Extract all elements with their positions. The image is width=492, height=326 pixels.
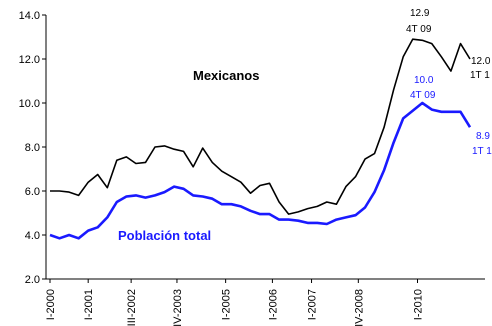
x-tick-label: I-2000 xyxy=(45,289,57,320)
y-axis: 2.0 4.0 6.0 8.0 10.0 12.0 14.0 xyxy=(19,10,47,286)
x-tick-label: III-2002 xyxy=(126,289,138,326)
series-label-poblacion-total: Población total xyxy=(118,228,211,243)
x-tick-label: I-2001 xyxy=(83,289,95,320)
annotation-pob-last-value: 8.9 xyxy=(476,131,490,142)
x-tick-label: IV-2003 xyxy=(172,289,184,326)
annotation-mex-last-period: 1T 1 xyxy=(470,70,490,81)
x-axis: I-2000 I-2001 III-2002 IV-2003 I-2005 I-2006 I… xyxy=(45,278,485,326)
series-lines xyxy=(49,38,472,240)
annotation-mex-peak-value: 12.9 xyxy=(410,8,430,19)
series-line-mexicanos xyxy=(50,38,471,215)
annotation-mex-last-value: 12.0 xyxy=(471,56,491,67)
y-tick-label: 8.0 xyxy=(25,142,40,154)
x-tick-label: I-2007 xyxy=(307,289,319,320)
y-tick-label: 12.0 xyxy=(19,54,40,66)
annotation-mex-peak-period: 4T 09 xyxy=(406,24,432,35)
annotation-pob-peak-period: 4T 09 xyxy=(410,90,436,101)
x-tick-label: IV-2008 xyxy=(353,289,365,326)
x-tick-label: I-2010 xyxy=(413,289,425,320)
y-tick-label: 4.0 xyxy=(25,230,40,242)
y-tick-label: 10.0 xyxy=(19,98,40,110)
annotation-pob-peak-value: 10.0 xyxy=(414,75,434,86)
x-tick-label: I-2006 xyxy=(267,289,279,320)
x-tick-label: I-2005 xyxy=(221,289,233,320)
series-label-mexicanos: Mexicanos xyxy=(193,68,259,83)
y-tick-label: 6.0 xyxy=(25,186,40,198)
annotation-pob-last-period: 1T 1 xyxy=(472,146,492,157)
y-tick-label: 14.0 xyxy=(19,10,40,22)
series-line-poblacion-total xyxy=(49,101,472,240)
y-tick-label: 2.0 xyxy=(25,274,40,286)
